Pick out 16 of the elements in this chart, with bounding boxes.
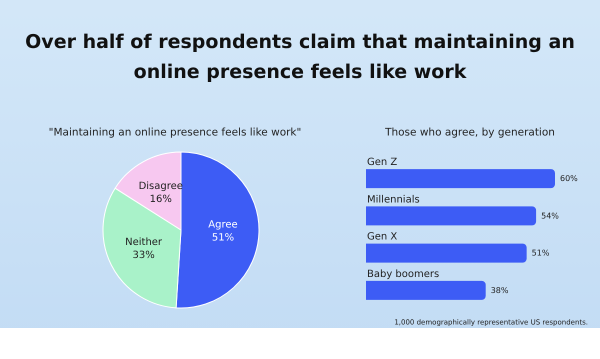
data-label: 33% (132, 250, 155, 262)
data-label: 38% (490, 286, 509, 295)
data-label: 51% (532, 248, 550, 258)
data-label: 54% (541, 211, 560, 220)
slice-label: Neither (125, 237, 163, 248)
y-tick-label: Baby boomers (367, 268, 440, 280)
data-label: 16% (150, 194, 172, 206)
chart-subtitle: "Maintaining an online presence feels like work" (48, 126, 302, 138)
slice-label: Agree (208, 219, 238, 230)
text: Over half of respondents claim that maintaining an online presence feels like work (25, 31, 575, 83)
y-tick-label: Millennials (367, 194, 420, 206)
data-label: 51% (212, 232, 234, 244)
data-label: 60% (560, 174, 578, 184)
y-tick-label: Gen Z (367, 157, 398, 168)
y-tick-label: Gen X (367, 232, 398, 243)
chart-title: Those who agree, by generation (384, 126, 555, 138)
